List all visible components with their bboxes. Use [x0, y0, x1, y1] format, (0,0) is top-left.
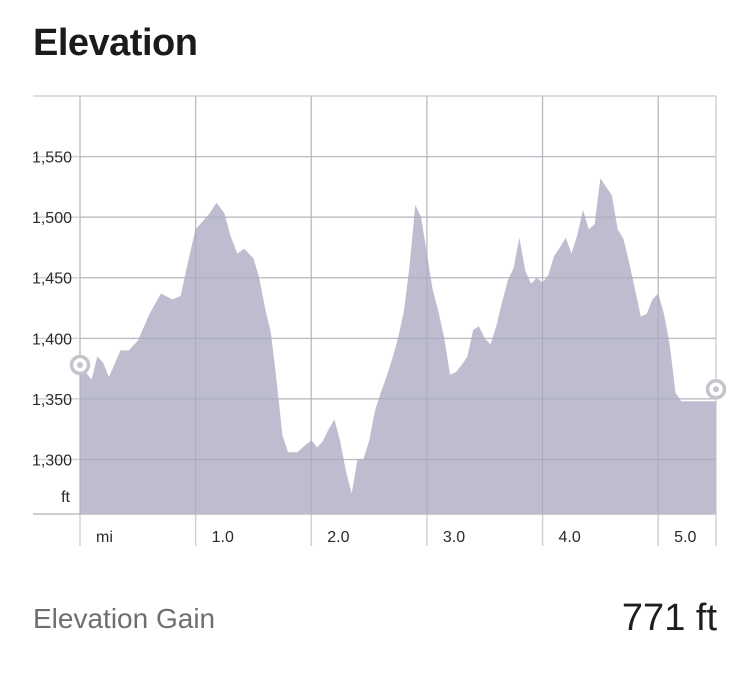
elevation-area: [80, 178, 716, 514]
x-tick-label: 1.0: [212, 529, 234, 546]
x-axis-unit-label: mi: [96, 529, 113, 546]
elevation-gain-value: 771 ft: [621, 597, 717, 639]
x-tick-label: 2.0: [327, 529, 349, 546]
y-tick-label: 1,550: [32, 150, 72, 167]
y-tick-label: 1,500: [32, 210, 72, 227]
elevation-gain-row: Elevation Gain 771 ft: [33, 595, 717, 645]
x-tick-label: 5.0: [674, 529, 696, 546]
y-tick-label: 1,350: [32, 392, 72, 409]
y-tick-label: 1,300: [32, 452, 72, 469]
x-tick-label: 3.0: [443, 529, 465, 546]
y-tick-label: 1,450: [32, 271, 72, 288]
y-tick-label: 1,400: [32, 331, 72, 348]
y-axis-unit-label: ft: [61, 489, 70, 506]
end-marker-dot: [713, 386, 719, 393]
elevation-gain-label: Elevation Gain: [33, 603, 216, 634]
x-tick-label: 4.0: [559, 529, 581, 546]
elevation-chart: 1,550 1,500 1,450 1,400 1,350 1,300 ft mi 1.0 2.0…: [32, 95, 727, 546]
page-title: Elevation: [33, 22, 198, 64]
start-marker-dot: [77, 361, 83, 368]
